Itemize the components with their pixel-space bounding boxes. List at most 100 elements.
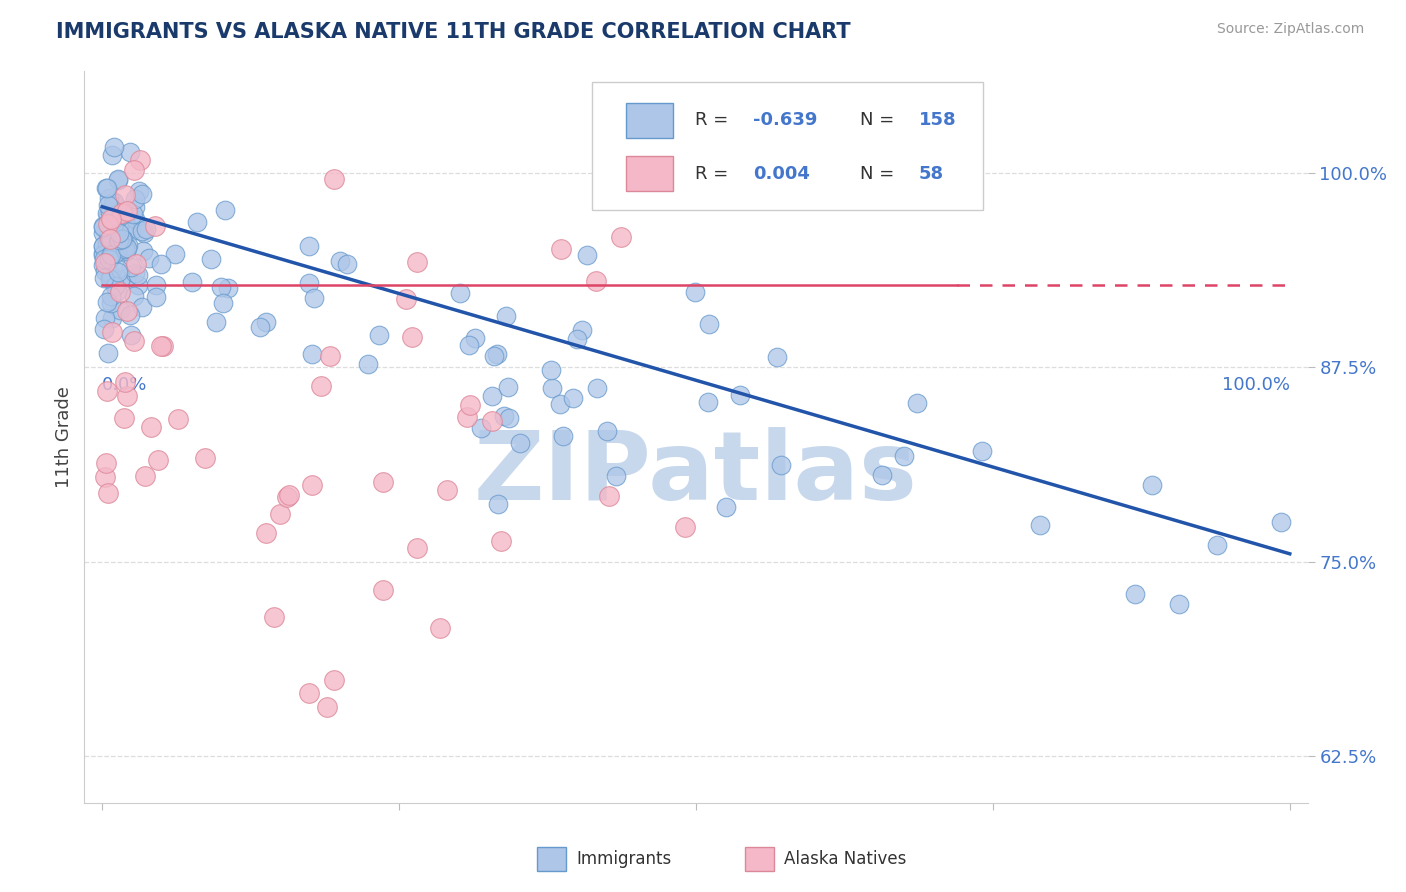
Point xyxy=(115,389,138,403)
Point xyxy=(301,478,323,492)
Point xyxy=(96,384,118,398)
Point xyxy=(610,230,633,244)
Point xyxy=(209,280,232,294)
Point xyxy=(322,172,344,186)
Point xyxy=(91,220,114,235)
Point xyxy=(108,303,131,318)
Point xyxy=(481,414,503,428)
Point xyxy=(107,264,129,278)
Point xyxy=(108,285,131,299)
Point xyxy=(98,230,121,244)
Point xyxy=(115,203,138,218)
Point xyxy=(112,411,135,425)
Point xyxy=(120,308,142,322)
Text: IMMIGRANTS VS ALASKA NATIVE 11TH GRADE CORRELATION CHART: IMMIGRANTS VS ALASKA NATIVE 11TH GRADE C… xyxy=(56,22,851,42)
Point xyxy=(98,252,121,267)
Point xyxy=(683,285,706,300)
Point xyxy=(101,195,124,210)
Point xyxy=(98,272,121,286)
Point xyxy=(100,268,122,282)
Point xyxy=(766,350,789,364)
Text: N =: N = xyxy=(860,112,900,129)
Bar xyxy=(626,103,672,138)
Point xyxy=(103,241,125,255)
Point xyxy=(108,219,131,234)
Point xyxy=(128,184,150,198)
Point xyxy=(122,334,145,349)
Point xyxy=(565,332,588,346)
Point xyxy=(107,235,129,250)
Point xyxy=(121,207,143,221)
Point xyxy=(98,271,121,285)
Point xyxy=(94,256,117,270)
Point xyxy=(115,271,138,285)
Bar xyxy=(745,847,775,871)
Point xyxy=(673,520,696,534)
Point xyxy=(96,295,118,310)
Point xyxy=(145,219,167,233)
Point xyxy=(117,238,139,252)
Point xyxy=(301,347,323,361)
Point xyxy=(93,245,115,260)
Point xyxy=(1270,516,1292,530)
Point xyxy=(972,443,994,458)
Point xyxy=(94,264,117,278)
Point xyxy=(714,500,737,515)
Point xyxy=(100,247,122,261)
Point xyxy=(91,226,114,240)
Point xyxy=(1029,517,1052,532)
Point xyxy=(456,410,478,425)
Point xyxy=(101,205,124,219)
Point xyxy=(100,289,122,303)
Point xyxy=(276,490,298,504)
Bar xyxy=(626,156,672,191)
Point xyxy=(498,410,520,425)
Point xyxy=(107,172,129,186)
Point xyxy=(769,458,792,472)
Point xyxy=(97,230,120,244)
Point xyxy=(93,322,115,336)
Point xyxy=(605,469,627,483)
Point xyxy=(96,346,118,360)
Point xyxy=(100,232,122,246)
Point xyxy=(105,284,128,298)
Text: ZIPatlas: ZIPatlas xyxy=(474,427,918,520)
Point xyxy=(131,224,153,238)
Point xyxy=(146,453,169,467)
Point xyxy=(470,421,492,435)
Point xyxy=(329,254,352,268)
Point xyxy=(371,475,394,489)
Point xyxy=(96,206,118,220)
Point xyxy=(103,195,125,210)
Text: R =: R = xyxy=(695,112,734,129)
Point xyxy=(309,379,332,393)
Point xyxy=(124,192,146,206)
Point xyxy=(278,488,301,502)
Point xyxy=(323,673,346,687)
Point xyxy=(484,350,506,364)
Point xyxy=(94,181,117,195)
Point xyxy=(561,392,583,406)
Point xyxy=(395,293,418,307)
Point xyxy=(107,209,129,223)
Point xyxy=(127,268,149,283)
Text: 0.0%: 0.0% xyxy=(103,376,148,394)
Point xyxy=(94,470,117,484)
Point xyxy=(100,205,122,219)
Point xyxy=(111,205,134,219)
Point xyxy=(132,244,155,259)
Point xyxy=(1206,538,1229,552)
Point xyxy=(211,296,233,310)
Point xyxy=(298,686,321,700)
Point xyxy=(103,198,125,212)
Text: 100.0%: 100.0% xyxy=(1222,376,1289,394)
Point xyxy=(548,397,571,411)
Point xyxy=(131,186,153,201)
Point xyxy=(893,449,915,463)
Text: 158: 158 xyxy=(918,112,956,129)
Point xyxy=(263,610,285,624)
Point xyxy=(114,242,136,256)
Point xyxy=(150,258,173,272)
Point xyxy=(496,379,519,393)
Point xyxy=(406,254,429,268)
